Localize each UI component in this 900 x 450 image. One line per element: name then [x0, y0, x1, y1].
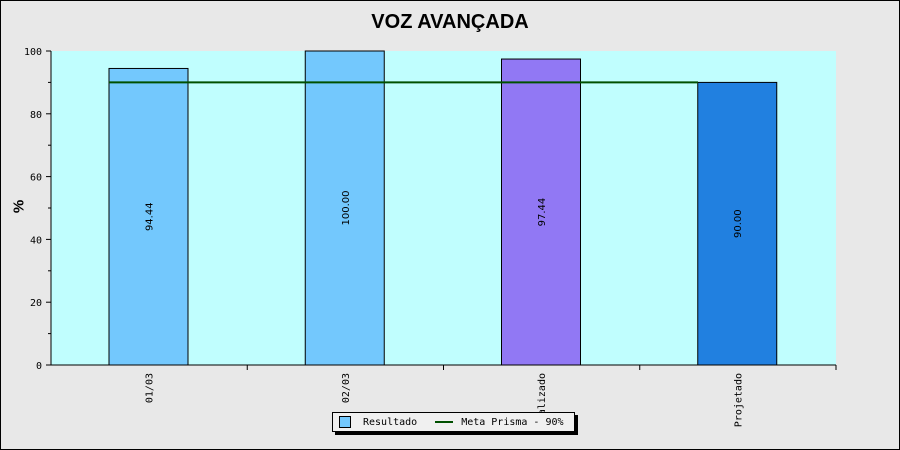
bar-value-label-2: 100.00 — [341, 191, 352, 226]
legend: Resultado Meta Prisma - 90% — [332, 412, 575, 432]
legend-label-resultado: Resultado — [363, 416, 418, 428]
chart-title: VOZ AVANÇADA — [371, 11, 529, 33]
legend-label-meta: Meta Prisma - 90% — [461, 416, 564, 428]
y-tick-label-80: 80 — [30, 110, 42, 121]
legend-item-meta: Meta Prisma - 90% — [435, 416, 564, 428]
y-tick-label-20: 20 — [30, 298, 42, 309]
y-tick-label-60: 60 — [30, 173, 42, 184]
bar-value-label-4: 90.00 — [733, 209, 744, 238]
bar-2 — [304, 50, 385, 366]
y-tick-label-40: 40 — [30, 235, 42, 246]
y-tick-label-100: 100 — [24, 47, 42, 58]
bars-layer: 94.44 100.00 97.44 90.00 — [108, 50, 778, 366]
x-tick-label-1: 01/03 — [145, 373, 156, 403]
legend-swatch-resultado — [339, 416, 351, 428]
bar-value-label-1: 94.44 — [145, 202, 156, 231]
y-tick-label-0: 0 — [36, 361, 42, 372]
x-tick-label-3: alizado — [537, 373, 548, 415]
bar-1 — [108, 67, 189, 366]
x-tick-label-4: Projetado — [733, 373, 744, 427]
bar-value-label-3: 97.44 — [537, 198, 548, 227]
x-tick-label-2: 02/03 — [341, 373, 352, 403]
axes-layer: 0 20 40 60 80 100 01/03 02/03 alizado Projetado — [24, 47, 837, 427]
bar-3 — [501, 58, 581, 366]
legend-item-resultado: Resultado — [339, 416, 417, 428]
legend-swatch-meta — [435, 421, 454, 423]
bar-4 — [697, 81, 778, 366]
